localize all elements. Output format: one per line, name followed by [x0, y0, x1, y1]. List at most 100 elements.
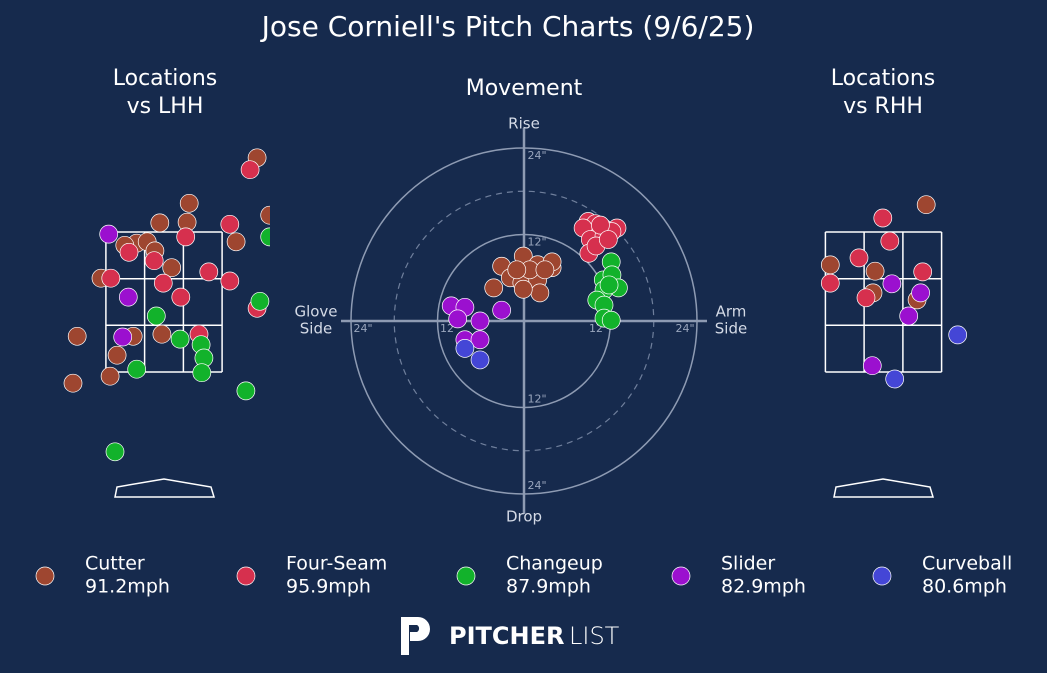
legend-name: Four-Seam [286, 553, 387, 575]
legend-marker [236, 566, 256, 586]
legend-name: Cutter [85, 553, 145, 575]
plot-area [820, 195, 968, 389]
pitch-point [152, 324, 172, 344]
legend-name: Curveball [922, 553, 1012, 575]
pitch-point [856, 288, 876, 308]
pitch-point [144, 251, 164, 271]
pitch-point [250, 291, 270, 311]
pitch-point [530, 283, 550, 303]
pitch-point [948, 325, 968, 345]
pitch-point [470, 350, 490, 370]
pitch-point [513, 279, 533, 299]
pitch-point [99, 224, 119, 244]
pitch-point [882, 274, 902, 294]
pitch-point [913, 262, 933, 282]
pitch-point [899, 306, 919, 326]
pitch-point [67, 326, 87, 346]
pitch-point [470, 311, 490, 331]
pitch-point [598, 230, 618, 249]
legend-name: Slider [721, 553, 775, 575]
pitch-point [170, 329, 190, 349]
pitch-point [107, 345, 127, 365]
pitch-point [100, 366, 120, 386]
pitch-point [192, 363, 212, 383]
logo-icon [401, 617, 430, 655]
pitch-point [865, 261, 885, 281]
logo-bold: PITCHER [449, 622, 564, 650]
legend-speed: 95.9mph [286, 576, 371, 598]
panel-title: vs RHH [843, 94, 923, 119]
pitch-point [820, 255, 840, 275]
pitch-point [63, 373, 83, 393]
pitch-point [236, 381, 256, 401]
pitch-point [591, 215, 610, 235]
pitch-point [880, 231, 900, 251]
pitch-point [226, 232, 246, 252]
pitch-point [199, 262, 219, 282]
logo-light: LIST [569, 622, 620, 650]
pitch-point [885, 369, 905, 389]
panel-title: Movement [466, 76, 583, 101]
axis-label: Glove [294, 303, 337, 321]
ring-label: 12" [527, 236, 546, 249]
pitch-point [176, 227, 196, 247]
pitch-point [507, 260, 527, 280]
title: Jose Corniell's Pitch Charts (9/6/25) [260, 10, 755, 43]
ring-label: 12" [527, 393, 546, 406]
pitch-point [599, 275, 619, 295]
pitch-point [535, 260, 555, 280]
panel-title: vs LHH [127, 94, 204, 119]
pitch-point [220, 271, 240, 291]
pitch-point [260, 227, 270, 247]
pitch-point [240, 160, 260, 180]
home-plate [114, 478, 216, 498]
legend-speed: 80.6mph [922, 576, 1007, 598]
pitch-point [150, 213, 170, 233]
ring-label: 24" [527, 149, 546, 162]
pitch-point [911, 283, 930, 303]
pitch-point [260, 205, 270, 225]
pitch-point [601, 310, 621, 330]
pitch-point [820, 273, 840, 293]
pitch-point [153, 273, 173, 293]
legend-marker [671, 566, 691, 586]
pitch-point [492, 300, 512, 320]
pitch-point [118, 287, 138, 307]
pitch-point [470, 330, 490, 350]
ring-label: 24" [675, 322, 694, 335]
home-plate [833, 478, 935, 498]
legend-marker [456, 566, 476, 586]
legend-marker [872, 566, 892, 586]
pitch-point [127, 359, 147, 379]
axis-label: Rise [508, 115, 540, 133]
axis-label: Side [300, 320, 332, 338]
pitch-point [101, 268, 121, 288]
pitch-point [105, 442, 125, 462]
pitch-point [179, 193, 199, 213]
pitch-point [916, 195, 936, 215]
pitch-point [220, 214, 240, 234]
axis-label: Side [715, 320, 747, 338]
pitch-point [862, 356, 882, 376]
pitch-point [455, 339, 475, 358]
pitch-point [171, 287, 191, 307]
legend-name: Changeup [506, 553, 603, 575]
panel-title: Locations [113, 66, 218, 91]
pitch-point [146, 306, 166, 326]
axis-label: Drop [506, 508, 542, 526]
pitch-point [448, 309, 468, 329]
logo: PITCHER LIST [401, 617, 620, 655]
ring-label: 24" [527, 479, 546, 492]
axis-label: Arm [716, 303, 747, 321]
pitch-point [119, 242, 139, 262]
ring-label: 24" [353, 322, 372, 335]
pitch-point [849, 248, 869, 268]
pitch-point [162, 258, 182, 278]
pitch-point [113, 327, 133, 347]
legend-speed: 87.9mph [506, 576, 591, 598]
plot-area: 12"12"12" 12"24"24"24" 24" [341, 128, 707, 514]
panel-title: Locations [831, 66, 936, 91]
plot-area [63, 148, 270, 462]
legend-speed: 91.2mph [85, 576, 170, 598]
pitch-point [873, 208, 893, 228]
